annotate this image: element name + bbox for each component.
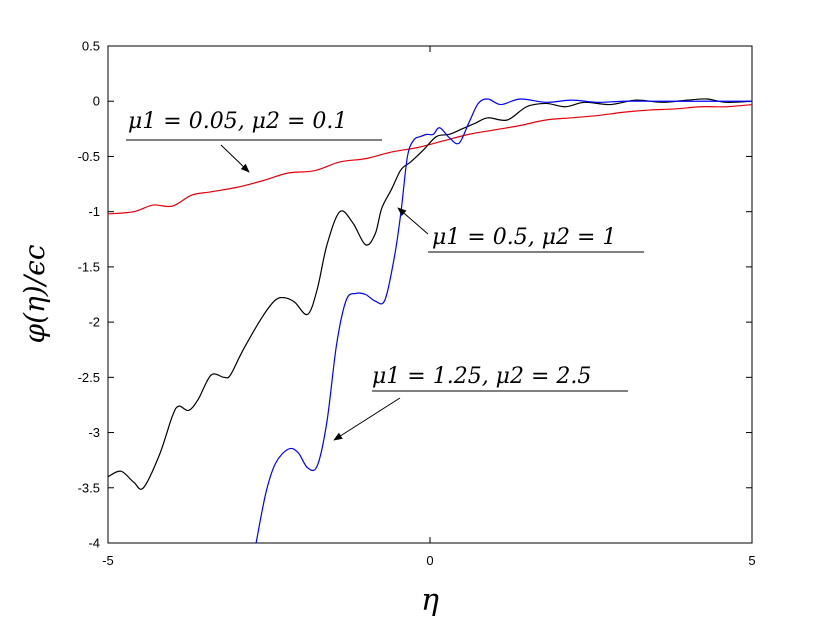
annotation-blue-arrow: [333, 397, 401, 441]
series-layer: [107, 98, 753, 544]
y-tick-label: 0: [93, 94, 100, 109]
annotation-black-arrow: [397, 207, 429, 235]
series-line-black: [107, 98, 753, 490]
annotation-blue-series: μ1 = 1.25, μ2 = 2.5: [333, 364, 628, 441]
y-tick-label: -1: [88, 204, 100, 219]
y-axis-title: φ(η)/ϵc: [18, 244, 51, 343]
series-line-red: [107, 103, 753, 215]
annotation-red-arrow: [220, 144, 250, 173]
annotation-red-series: μ1 = 0.05, μ2 = 0.1: [126, 109, 382, 173]
annotation-black-series: μ1 = 0.5, μ2 = 1: [397, 207, 644, 253]
x-tick-label: -5: [102, 553, 114, 568]
y-tick-label: -4: [88, 536, 100, 551]
y-tick-label: -1.5: [78, 259, 100, 274]
x-axis-ticks: -5 0 5: [102, 46, 756, 568]
series-line-blue: [255, 98, 752, 544]
y-tick-label: -3: [88, 425, 100, 440]
y-tick-label: -3.5: [78, 480, 100, 495]
x-tick-label: 5: [748, 553, 755, 568]
y-tick-label: -0.5: [78, 149, 100, 164]
annotation-red-text: μ1 = 0.05, μ2 = 0.1: [128, 109, 347, 134]
y-tick-label: -2.5: [78, 370, 100, 385]
x-axis-title: η: [421, 583, 439, 618]
y-tick-label: 0.5: [82, 39, 100, 54]
y-axis-ticks: 0.5 0 -0.5 -1 -1.5 -2 -2.5 -3 -3.5 -4: [78, 39, 752, 551]
y-tick-label: -2: [88, 315, 100, 330]
annotation-black-text: μ1 = 0.5, μ2 = 1: [432, 225, 616, 250]
annotation-blue-text: μ1 = 1.25, μ2 = 2.5: [372, 364, 591, 389]
x-tick-label: 0: [426, 553, 433, 568]
